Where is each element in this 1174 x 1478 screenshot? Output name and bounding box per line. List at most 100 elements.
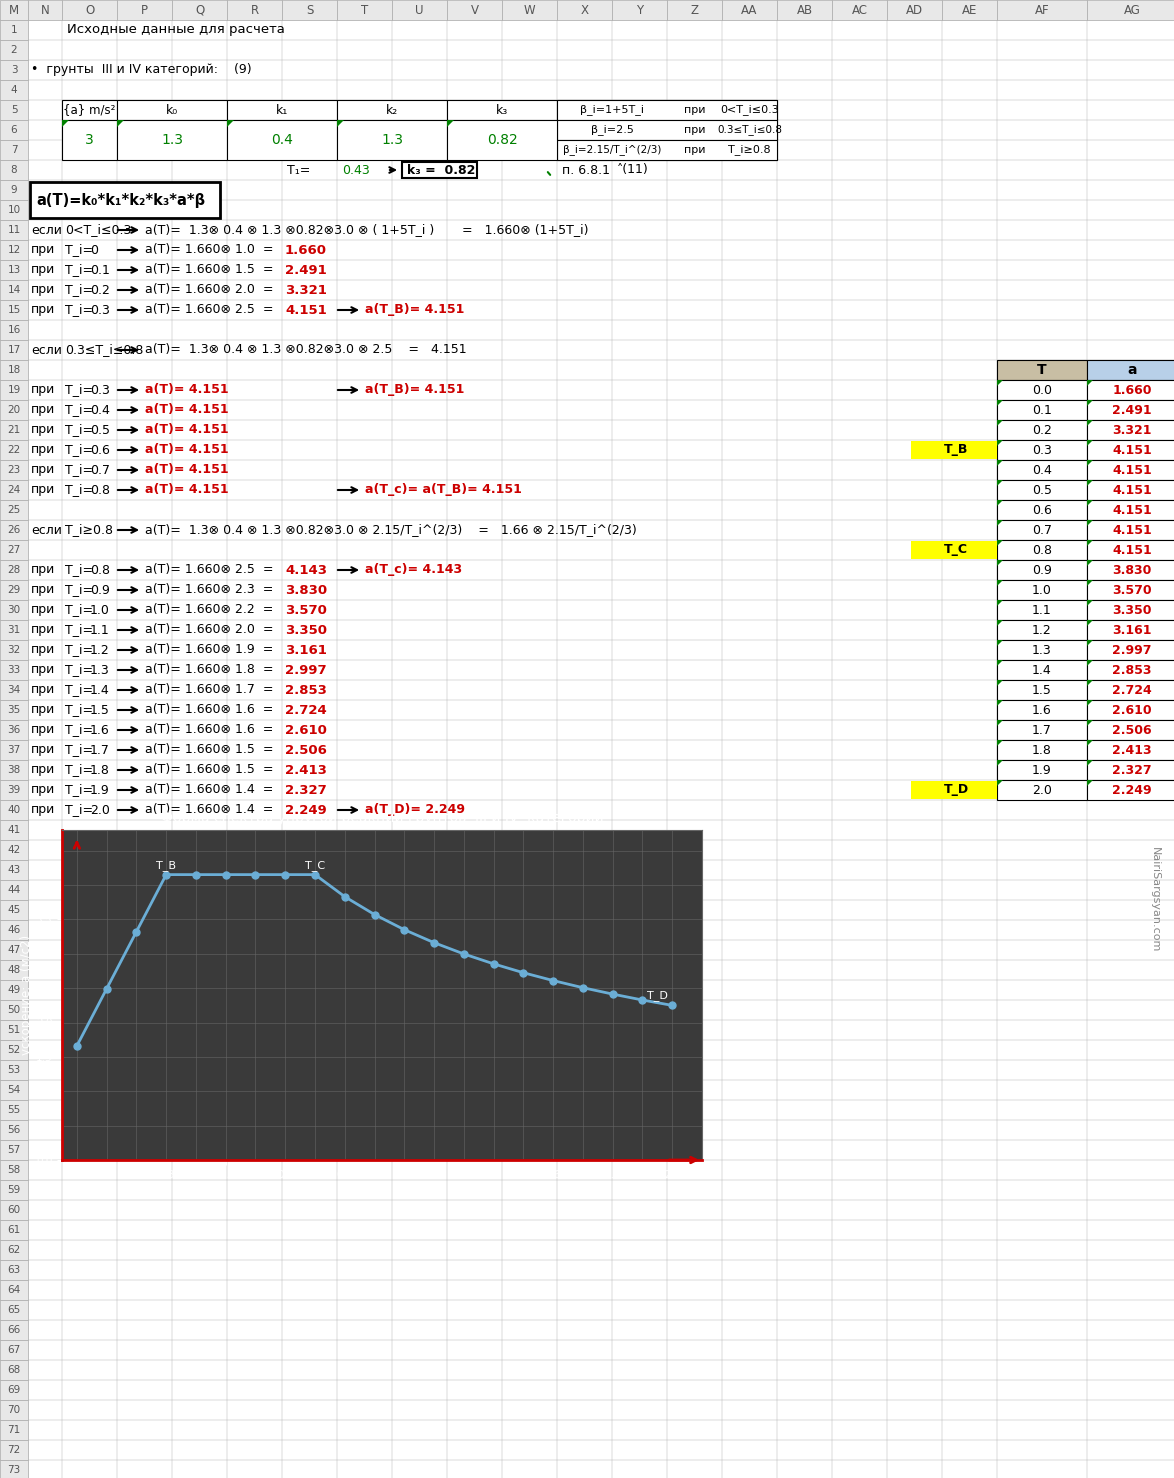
Text: 1.9: 1.9 — [90, 783, 109, 797]
Bar — [997, 740, 1087, 760]
Text: 19: 19 — [7, 384, 21, 395]
Text: T_i≥0.8: T_i≥0.8 — [728, 145, 771, 155]
Text: 0.2: 0.2 — [1032, 424, 1052, 436]
Bar — [227, 0, 282, 21]
Polygon shape — [337, 120, 344, 127]
Text: 0.8: 0.8 — [1032, 544, 1052, 557]
Text: 2.0: 2.0 — [1032, 783, 1052, 797]
Bar — [402, 163, 477, 177]
Polygon shape — [1087, 640, 1093, 646]
Text: 2.249: 2.249 — [285, 804, 326, 816]
Bar — [0, 300, 28, 321]
Text: k₂: k₂ — [386, 103, 398, 117]
Text: 43: 43 — [7, 865, 21, 875]
Polygon shape — [997, 661, 1003, 667]
Text: 2.724: 2.724 — [1112, 683, 1152, 696]
Polygon shape — [1087, 579, 1093, 585]
Bar — [0, 61, 28, 80]
Text: a(T)= 1.660⊗ 2.3  =: a(T)= 1.660⊗ 2.3 = — [146, 584, 274, 597]
Bar — [31, 182, 220, 217]
Text: 2.853: 2.853 — [285, 683, 326, 696]
Text: ˄(11): ˄(11) — [618, 164, 649, 176]
Text: 3.350: 3.350 — [285, 624, 328, 637]
Text: 2.506: 2.506 — [1112, 724, 1152, 736]
Text: T_i=: T_i= — [65, 683, 93, 696]
Text: 57: 57 — [7, 1145, 21, 1154]
Text: при: при — [683, 145, 706, 155]
Polygon shape — [62, 120, 69, 127]
Text: при: при — [31, 664, 55, 677]
Text: k₁: k₁ — [276, 103, 288, 117]
Bar — [0, 820, 28, 840]
Bar — [1087, 380, 1174, 401]
Bar — [1087, 480, 1174, 500]
Bar — [997, 661, 1087, 680]
Text: T_i=: T_i= — [65, 244, 93, 257]
Text: 3: 3 — [11, 65, 18, 75]
Text: 34: 34 — [7, 684, 21, 695]
Bar — [0, 1219, 28, 1240]
Text: 4.151: 4.151 — [1112, 523, 1152, 537]
Text: T_i≥0.8: T_i≥0.8 — [65, 523, 113, 537]
Text: T_i=: T_i= — [65, 563, 93, 576]
Text: T_i=: T_i= — [65, 704, 93, 717]
Polygon shape — [1087, 420, 1093, 426]
Text: a(T)= 4.151: a(T)= 4.151 — [146, 443, 229, 457]
Text: 31: 31 — [7, 625, 21, 636]
Bar — [997, 500, 1087, 520]
Text: 4.151: 4.151 — [1112, 544, 1152, 557]
Text: 1.7: 1.7 — [90, 743, 110, 757]
Text: 1.3: 1.3 — [161, 133, 183, 146]
Text: 38: 38 — [7, 766, 21, 774]
Bar — [0, 239, 28, 260]
Bar — [0, 1400, 28, 1420]
Text: 72: 72 — [7, 1445, 21, 1454]
Text: V: V — [471, 3, 479, 16]
Text: T_i=: T_i= — [65, 764, 93, 776]
Text: 25: 25 — [7, 505, 21, 514]
Text: 4.151: 4.151 — [1112, 464, 1152, 476]
Text: T_i=: T_i= — [65, 643, 93, 656]
Text: 3.830: 3.830 — [1112, 563, 1152, 576]
Bar — [911, 541, 997, 559]
Text: 22: 22 — [7, 445, 21, 455]
Text: 1: 1 — [11, 25, 18, 35]
Text: 21: 21 — [7, 426, 21, 435]
Text: a(T_B)= 4.151: a(T_B)= 4.151 — [365, 303, 465, 316]
Text: 20: 20 — [7, 405, 21, 415]
Bar — [0, 560, 28, 579]
Text: 0.1: 0.1 — [1032, 403, 1052, 417]
Bar — [997, 600, 1087, 619]
Bar — [997, 460, 1087, 480]
Bar — [0, 1380, 28, 1400]
Polygon shape — [997, 619, 1003, 627]
Polygon shape — [1087, 401, 1093, 406]
Text: {a} m/s²: {a} m/s² — [63, 103, 116, 117]
Text: 48: 48 — [7, 965, 21, 975]
Text: S: S — [305, 3, 313, 16]
Text: 55: 55 — [7, 1106, 21, 1114]
Text: 1.0: 1.0 — [1032, 584, 1052, 597]
Text: T_i=: T_i= — [65, 743, 93, 757]
Text: при: при — [31, 804, 55, 816]
Text: 24: 24 — [7, 485, 21, 495]
Text: a(T)= 1.660⊗ 1.6  =: a(T)= 1.660⊗ 1.6 = — [146, 724, 274, 736]
Bar — [556, 140, 777, 160]
Text: 0<T_i≤0.3: 0<T_i≤0.3 — [720, 105, 778, 115]
Text: a(T)= 1.660⊗ 1.4  =: a(T)= 1.660⊗ 1.4 = — [146, 783, 274, 797]
Bar — [0, 840, 28, 860]
Bar — [62, 120, 117, 160]
Text: AA: AA — [741, 3, 757, 16]
Bar — [0, 1020, 28, 1041]
Text: 1.3: 1.3 — [90, 664, 109, 677]
Text: k₀: k₀ — [166, 103, 178, 117]
Text: 0.6: 0.6 — [90, 443, 110, 457]
Text: a(T)= 1.660⊗ 2.0  =: a(T)= 1.660⊗ 2.0 = — [146, 284, 274, 297]
Bar — [556, 101, 777, 160]
Text: T_i=: T_i= — [65, 464, 93, 476]
Text: a(T)= 4.151: a(T)= 4.151 — [146, 483, 229, 497]
Polygon shape — [447, 120, 454, 127]
Text: Q: Q — [195, 3, 204, 16]
Bar — [0, 640, 28, 661]
Text: a(T)=  1.3⊗ 0.4 ⊗ 1.3 ⊗0.82⊗3.0 ⊗ 2.15/T_i^(2/3)    =   1.66 ⊗ 2.15/T_i^(2/3): a(T)= 1.3⊗ 0.4 ⊗ 1.3 ⊗0.82⊗3.0 ⊗ 2.15/T_… — [146, 523, 636, 537]
